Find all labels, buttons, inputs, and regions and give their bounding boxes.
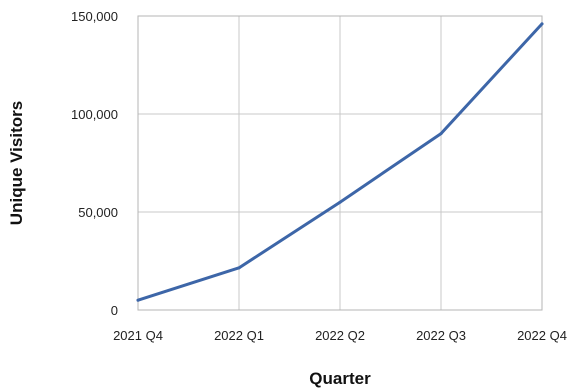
- x-tick-label: 2022 Q1: [214, 328, 264, 343]
- y-tick-label: 50,000: [78, 205, 118, 220]
- plot-area: [137, 15, 543, 311]
- data-point: [338, 200, 342, 204]
- x-axis-ticks: 2021 Q4 2022 Q1 2022 Q2 2022 Q3 2022 Q4: [113, 328, 567, 343]
- data-point: [540, 22, 544, 26]
- data-point: [439, 132, 443, 136]
- x-tick-label: 2022 Q3: [416, 328, 466, 343]
- data-point: [136, 298, 140, 302]
- y-axis-title: Unique Visitors: [7, 101, 26, 225]
- y-tick-label: 100,000: [71, 107, 118, 122]
- x-tick-label: 2022 Q2: [315, 328, 365, 343]
- y-tick-label: 150,000: [71, 9, 118, 24]
- y-axis-ticks: 0 50,000 100,000 150,000: [71, 9, 118, 318]
- x-tick-label: 2022 Q4: [517, 328, 567, 343]
- series-layer: [136, 22, 544, 302]
- grid: [137, 15, 543, 311]
- data-point: [237, 266, 241, 270]
- x-axis-title: Quarter: [309, 369, 371, 388]
- x-tick-label: 2021 Q4: [113, 328, 163, 343]
- y-tick-label: 0: [111, 303, 118, 318]
